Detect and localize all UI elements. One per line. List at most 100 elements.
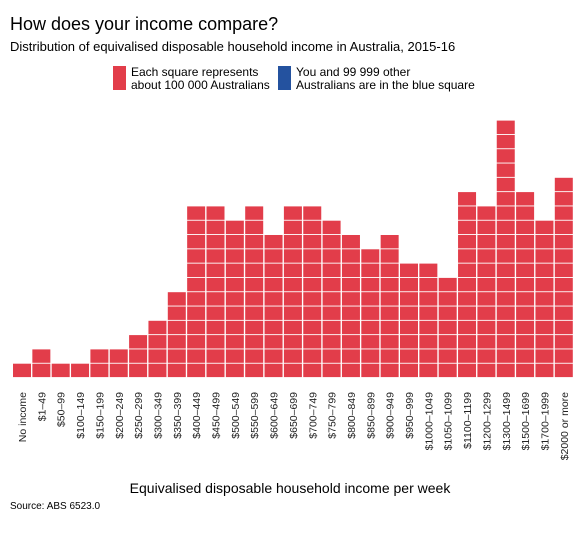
bar-square xyxy=(477,277,496,292)
bar-square xyxy=(283,206,302,220)
bar-square xyxy=(554,335,573,349)
bar-square xyxy=(322,349,341,363)
bar-square xyxy=(496,277,515,292)
bar-square xyxy=(535,320,554,335)
bar-square xyxy=(129,335,148,349)
bar-square xyxy=(322,335,341,349)
bar-square xyxy=(264,249,283,263)
bar-850-899 xyxy=(361,249,380,378)
bar-square xyxy=(477,349,496,363)
bar-square xyxy=(516,292,535,306)
bar-square xyxy=(32,363,51,378)
bar-square xyxy=(341,277,360,292)
bar-square xyxy=(264,292,283,306)
bar-square xyxy=(458,349,477,363)
bar-square xyxy=(400,320,418,335)
x-tick-label: $350–399 xyxy=(172,392,184,439)
bar-square xyxy=(167,349,186,363)
bar-square xyxy=(477,363,496,378)
bar-square xyxy=(303,220,322,235)
bar-square xyxy=(477,263,496,277)
bar-square xyxy=(419,320,438,335)
bar-square xyxy=(167,306,186,320)
bar-square xyxy=(496,149,515,163)
bar-square xyxy=(380,349,399,363)
x-tick-label: No income xyxy=(17,392,29,442)
bar-square xyxy=(458,335,477,349)
bar-square xyxy=(400,363,418,378)
bar-square xyxy=(380,277,399,292)
bar-square xyxy=(477,249,496,263)
bar-square xyxy=(535,306,554,320)
bar-square xyxy=(187,263,206,277)
bar-square xyxy=(458,192,477,206)
bar-square xyxy=(361,263,380,277)
bar-square xyxy=(400,306,418,320)
bar-square xyxy=(206,220,225,235)
bar-square xyxy=(187,320,206,335)
bar-650-699 xyxy=(283,206,302,378)
bar-square xyxy=(225,335,244,349)
bar-square xyxy=(90,349,109,363)
bar-square xyxy=(303,206,322,220)
bar-no-income xyxy=(13,363,31,378)
bar-square xyxy=(419,292,438,306)
bar-square xyxy=(245,206,264,220)
bar-square xyxy=(477,335,496,349)
bar-1500-1699 xyxy=(516,192,535,378)
bar-square xyxy=(458,235,477,249)
x-tick-label: $850–899 xyxy=(365,392,377,439)
bar-square xyxy=(380,235,399,249)
bar-200-249 xyxy=(109,349,128,378)
bar-square xyxy=(187,277,206,292)
bar-square xyxy=(303,349,322,363)
bar-square xyxy=(245,220,264,235)
bar-square xyxy=(225,277,244,292)
bar-square xyxy=(283,335,302,349)
bar-square xyxy=(380,320,399,335)
bar-square xyxy=(51,363,70,378)
bar-square xyxy=(129,363,148,378)
bar-square xyxy=(283,320,302,335)
bar-square xyxy=(380,292,399,306)
bar-square xyxy=(303,320,322,335)
bar-800-849 xyxy=(341,235,360,378)
x-axis-title: Equivalised disposable household income … xyxy=(129,480,451,496)
bar-square xyxy=(361,335,380,349)
legend-red-line2: about 100 000 Australians xyxy=(131,78,270,92)
bar-square xyxy=(361,363,380,378)
bar-square xyxy=(458,306,477,320)
bar-square xyxy=(438,306,457,320)
x-tick-label: $800–849 xyxy=(346,392,358,439)
bar-square xyxy=(419,335,438,349)
bar-square xyxy=(225,249,244,263)
x-tick-label: $250–299 xyxy=(133,392,145,439)
bar-square xyxy=(206,206,225,220)
x-tick-label: $50–99 xyxy=(56,392,68,427)
bar-square xyxy=(458,220,477,235)
x-tick-label: $100–149 xyxy=(75,392,87,439)
bar-square xyxy=(283,220,302,235)
bar-square xyxy=(283,349,302,363)
bar-square xyxy=(554,277,573,292)
bar-square xyxy=(516,235,535,249)
bar-1700-1999 xyxy=(535,220,554,378)
bar-square xyxy=(245,306,264,320)
bar-square xyxy=(380,306,399,320)
legend-blue-line1: You and 99 999 other xyxy=(296,65,411,79)
bar-square xyxy=(458,206,477,220)
bar-square xyxy=(167,292,186,306)
bar-square xyxy=(554,249,573,263)
legend-red-line1: Each square represents xyxy=(131,65,259,79)
bar-square xyxy=(167,320,186,335)
bar-square xyxy=(283,263,302,277)
bar-square xyxy=(535,263,554,277)
bar-square xyxy=(322,363,341,378)
bar-square xyxy=(264,277,283,292)
bar-square xyxy=(516,349,535,363)
bar-square xyxy=(206,363,225,378)
x-tick-label: $750–799 xyxy=(327,392,339,439)
bar-square xyxy=(554,220,573,235)
bar-square xyxy=(496,306,515,320)
bar-square xyxy=(516,263,535,277)
